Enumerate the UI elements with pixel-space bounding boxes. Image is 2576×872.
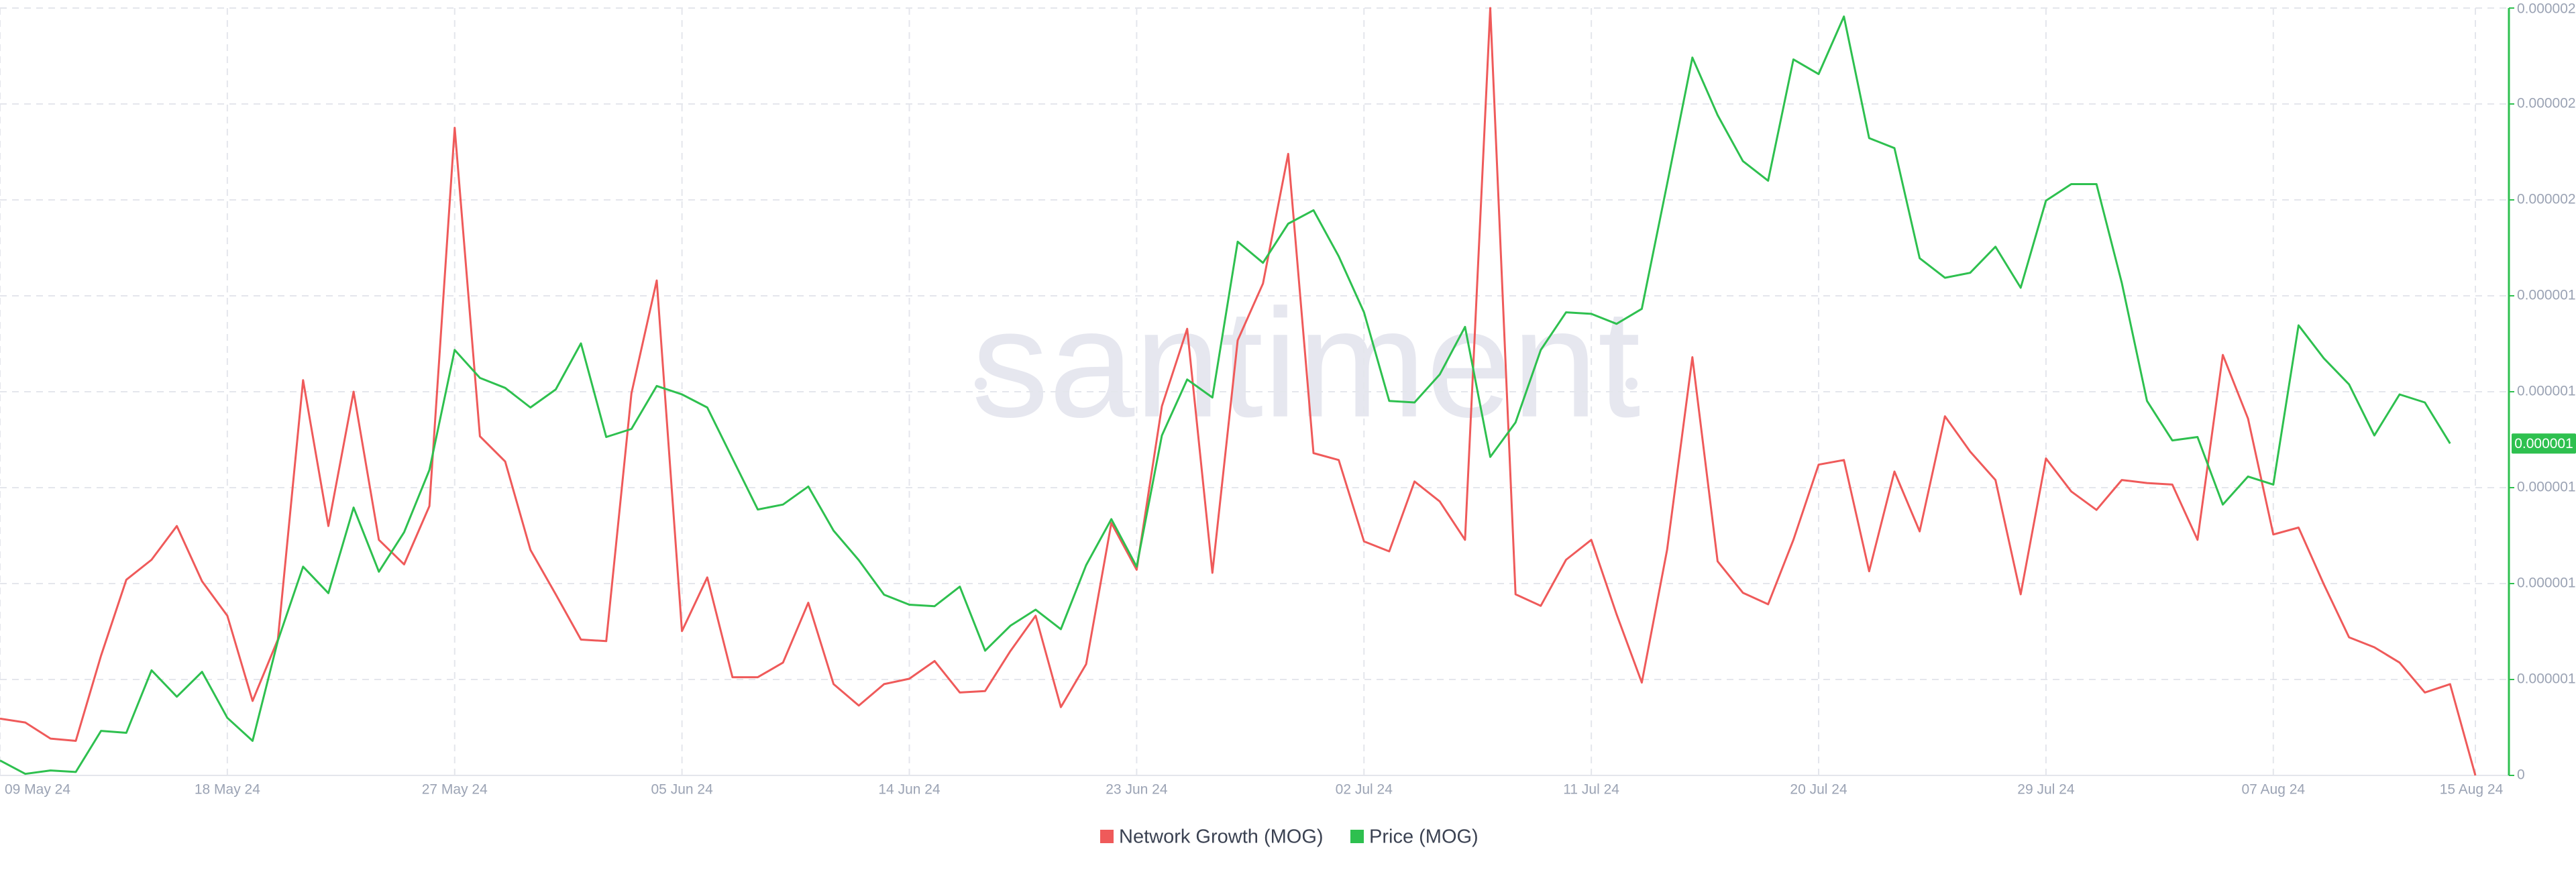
x-tick-label: 15 Aug 24 (2440, 782, 2504, 798)
x-tick-label: 14 Jun 24 (878, 782, 941, 798)
x-tick-label: 02 Jul 24 (1336, 782, 1393, 798)
x-tick-label: 09 May 24 (5, 782, 70, 798)
y-tick-label: 0.000001 (2517, 576, 2576, 591)
y-tick-label: 0.000002 (2517, 96, 2576, 111)
x-tick-label: 20 Jul 24 (1790, 782, 1847, 798)
x-tick-label: 18 May 24 (195, 782, 260, 798)
last-value-label: 0.000001 (2514, 436, 2573, 451)
y-tick-label: 0.000002 (2517, 1, 2576, 17)
legend-swatch (1350, 830, 1364, 843)
x-tick-label: 07 Aug 24 (2241, 782, 2305, 798)
x-tick-label: 29 Jul 24 (2017, 782, 2075, 798)
watermark-dot (975, 378, 987, 390)
series-line (0, 15, 2451, 775)
y-tick-label: 0.000002 (2517, 192, 2576, 207)
x-tick-label: 11 Jul 24 (1563, 782, 1619, 798)
legend-swatch (1100, 830, 1114, 843)
series-line (0, 7, 2477, 776)
x-tick-label: 27 May 24 (422, 782, 488, 798)
x-tick-label: 23 Jun 24 (1106, 782, 1168, 798)
last-value-badge (2512, 433, 2576, 454)
legend-label: Network Growth (MOG) (1119, 826, 1324, 848)
x-tick-label: 05 Jun 24 (651, 782, 714, 798)
y-tick-label: 0 (2517, 767, 2525, 783)
legend-label: Price (MOG) (1369, 826, 1479, 848)
y-tick-label: 0.000001 (2517, 480, 2576, 495)
y-tick-label: 0.000001 (2517, 384, 2576, 399)
y-tick-label: 0.000001 (2517, 671, 2576, 687)
watermark-dot (1625, 378, 1638, 390)
y-tick-label: 0.000001 (2517, 288, 2576, 303)
